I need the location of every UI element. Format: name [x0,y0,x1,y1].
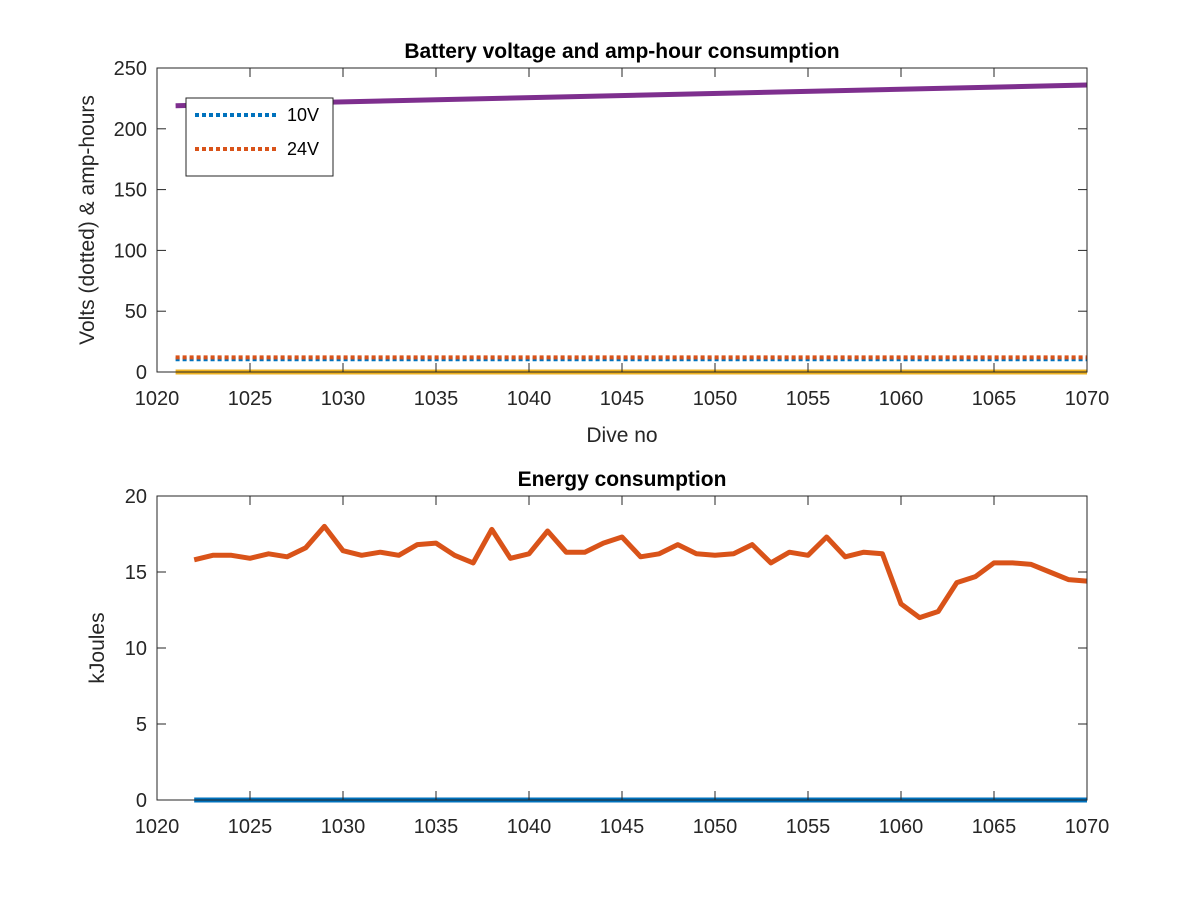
x-tick-label: 1070 [1065,816,1110,838]
x-tick-label: 1060 [879,388,924,410]
legend: 10V 24V [185,97,334,177]
y-tick-label: 200 [114,119,147,141]
chart-title: Energy consumption [518,468,727,491]
x-tick-label: 1045 [600,816,645,838]
y-axis-label: Volts (dotted) & amp-hours [76,95,99,345]
x-tick-label: 1050 [693,388,738,410]
legend-label: 24V [287,139,319,159]
x-tick-label: 1020 [135,388,180,410]
x-tick-label: 1065 [972,388,1017,410]
x-tick-label: 1025 [228,816,273,838]
energy-chart: Energy consumption 1020 1025 1030 1035 1040 1… [86,468,1109,838]
x-tick-label: 1050 [693,816,738,838]
y-axis-label: kJoules [86,612,109,683]
y-tick-label: 5 [136,714,147,736]
y-tick-label: 100 [114,240,147,262]
voltage-chart: Battery voltage and amp-hour consumption… [76,40,1109,447]
x-tick-label: 1025 [228,388,273,410]
y-tick-label: 250 [114,58,147,80]
chart-title: Battery voltage and amp-hour consumption [404,40,839,63]
x-tick-label: 1020 [135,816,180,838]
x-tick-label: 1030 [321,816,366,838]
x-tick-label: 1035 [414,388,459,410]
y-tick-label: 20 [125,486,147,508]
x-tick-label: 1045 [600,388,645,410]
x-tick-label: 1070 [1065,388,1110,410]
legend-label: 10V [287,105,319,125]
x-tick-label: 1040 [507,816,552,838]
y-tick-label: 0 [136,790,147,812]
y-tick-label: 150 [114,180,147,202]
x-tick-label: 1035 [414,816,459,838]
x-tick-label: 1030 [321,388,366,410]
y-tick-label: 50 [125,301,147,323]
x-axis-label: Dive no [586,424,657,447]
x-tick-label: 1060 [879,816,924,838]
x-tick-label: 1055 [786,816,831,838]
y-tick-label: 0 [136,362,147,384]
x-tick-label: 1055 [786,388,831,410]
legend-box [185,97,334,177]
y-tick-label: 15 [125,562,147,584]
y-tick-label: 10 [125,638,147,660]
series-0-line [193,523,1088,621]
x-tick-label: 1040 [507,388,552,410]
x-tick-label: 1065 [972,816,1017,838]
